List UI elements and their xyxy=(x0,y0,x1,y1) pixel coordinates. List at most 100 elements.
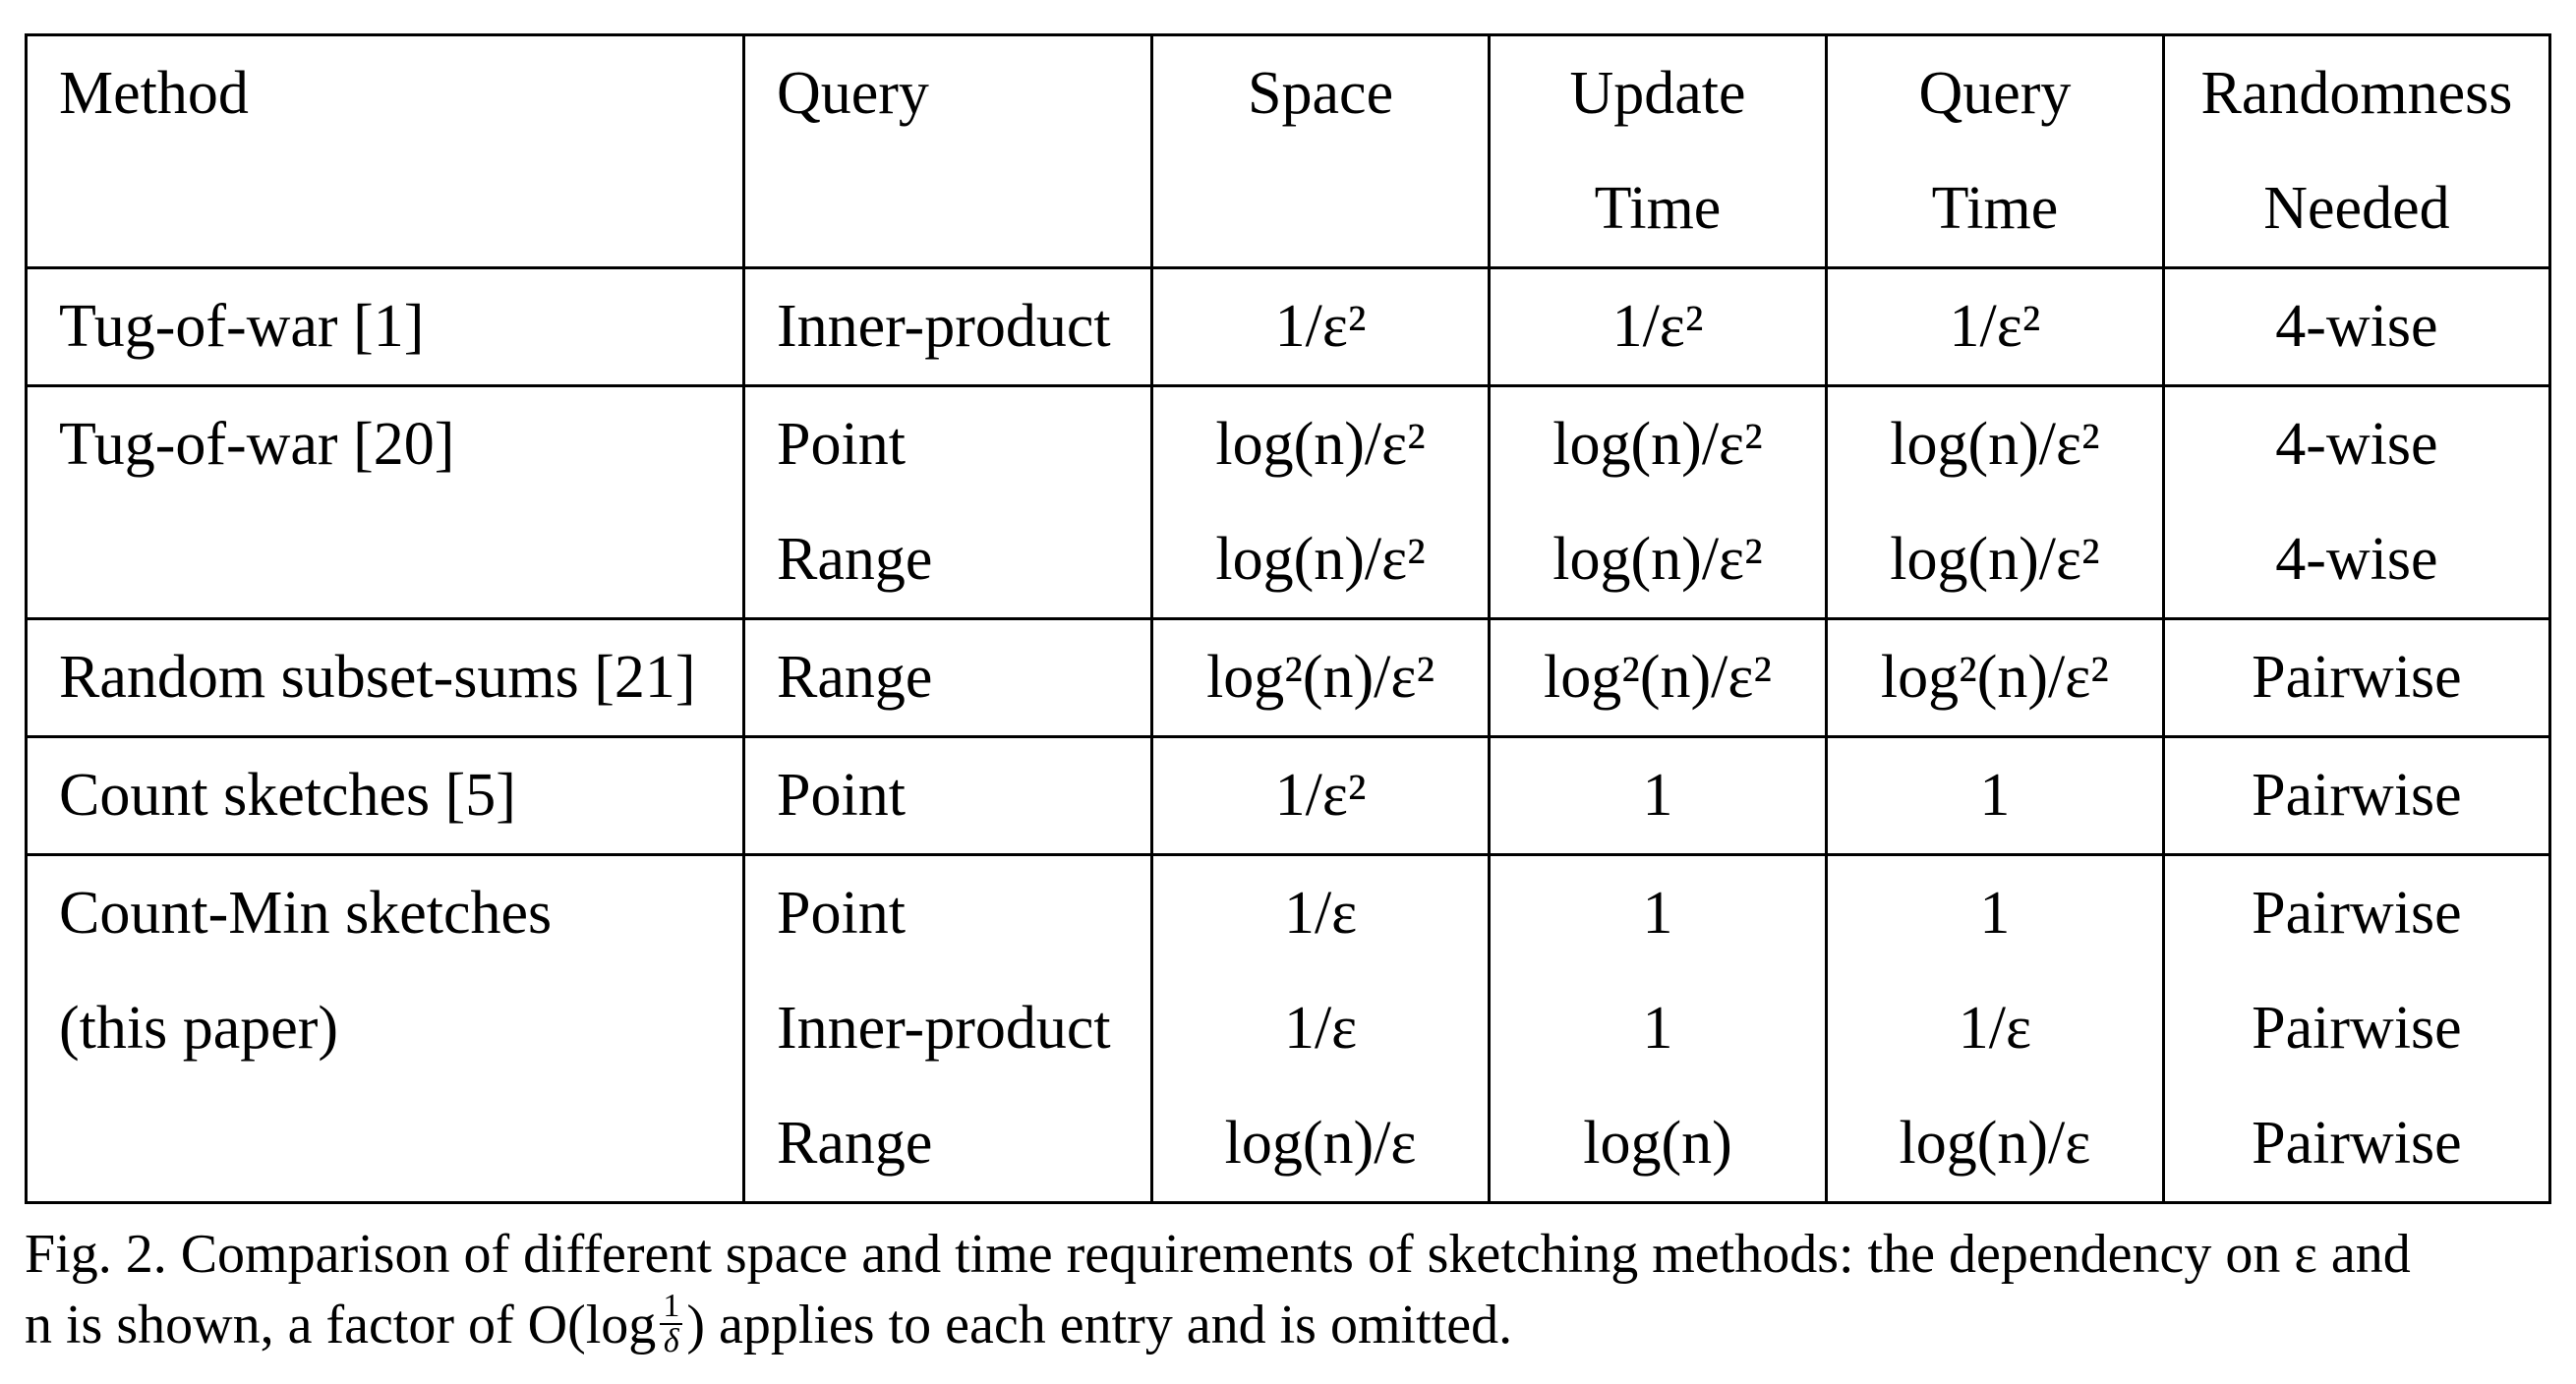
cell-query: Inner-product xyxy=(741,266,1154,387)
cell-space-line: log²(n)/ε² xyxy=(1206,644,1435,711)
header-method-line: Method xyxy=(59,60,249,127)
cell-query-time-line: 1 xyxy=(1979,762,2011,829)
cell-query-time-line: 1/ε xyxy=(1958,995,2032,1062)
cell-space-line: 1/ε² xyxy=(1274,762,1367,829)
cell-update-time-line: log(n)/ε² xyxy=(1552,411,1763,478)
figure-caption: Fig. 2. Comparison of different space an… xyxy=(25,1219,2551,1364)
cell-randomness-line: 4-wise xyxy=(2275,293,2438,360)
header-update-time-line: Update xyxy=(1569,60,1746,127)
cell-query: Range xyxy=(741,617,1154,738)
cell-query-time-line: log(n)/ε² xyxy=(1890,411,2100,478)
cell-method: Count sketches [5] xyxy=(25,735,745,856)
cell-randomness: Pairwise Pairwise Pairwise xyxy=(2161,853,2552,1204)
header-query-time: Query Time xyxy=(1824,33,2165,269)
cell-query-time: log²(n)/ε² xyxy=(1824,617,2165,738)
cell-query-line: Range xyxy=(776,526,933,593)
cell-update-time: log²(n)/ε² xyxy=(1488,617,1828,738)
cell-space-line: 1/ε² xyxy=(1274,293,1367,360)
cell-randomness-line: Pairwise xyxy=(2252,1110,2462,1177)
cell-space-line: log(n)/ε² xyxy=(1215,526,1426,593)
cell-randomness: 4-wise xyxy=(2161,266,2552,387)
cell-method-line: Tug-of-war [1] xyxy=(59,293,425,360)
cell-space-line: log(n)/ε xyxy=(1224,1110,1417,1177)
cell-space: log²(n)/ε² xyxy=(1150,617,1492,738)
cell-space: 1/ε 1/ε log(n)/ε xyxy=(1150,853,1492,1204)
table-row: Count-Min sketches (this paper) Point Inner… xyxy=(25,853,2552,1204)
cell-method-line: Count-Min sketches xyxy=(59,880,553,947)
cell-method-line: Count sketches [5] xyxy=(59,762,516,829)
cell-space-line: 1/ε xyxy=(1283,995,1358,1062)
header-randomness-line: Randomness xyxy=(2200,60,2513,127)
cell-query-time: 1 1/ε log(n)/ε xyxy=(1824,853,2165,1204)
fraction-numerator: 1 xyxy=(660,1290,683,1326)
header-row: Method Query Space Update Time Query Time Rando… xyxy=(25,33,2552,269)
cell-query-time: 1/ε² xyxy=(1824,266,2165,387)
cell-randomness: 4-wise 4-wise xyxy=(2161,384,2552,620)
cell-space: 1/ε² xyxy=(1150,735,1492,856)
cell-update-time: 1 xyxy=(1488,735,1828,856)
cell-space-line: log(n)/ε² xyxy=(1215,411,1426,478)
cell-query: Point Inner-product Range xyxy=(741,853,1154,1204)
caption-line-1: Fig. 2. Comparison of different space an… xyxy=(25,1224,2411,1285)
cell-query-time-line: log²(n)/ε² xyxy=(1880,644,2109,711)
cell-randomness-line: 4-wise xyxy=(2275,411,2438,478)
caption-line-2-suffix: ) applies to each entry and is omitted. xyxy=(686,1295,1513,1355)
cell-randomness-line: Pairwise xyxy=(2252,880,2462,947)
comparison-table: Method Query Space Update Time Query Time Rando… xyxy=(25,33,2552,1204)
header-query-line: Query xyxy=(776,60,929,127)
header-update-time-line: Time xyxy=(1594,175,1722,242)
cell-query-time: 1 xyxy=(1824,735,2165,856)
cell-query-time: log(n)/ε² log(n)/ε² xyxy=(1824,384,2165,620)
cell-update-time: 1/ε² xyxy=(1488,266,1828,387)
cell-randomness: Pairwise xyxy=(2161,617,2552,738)
cell-query-line: Range xyxy=(776,1110,933,1177)
cell-randomness-line: 4-wise xyxy=(2275,526,2438,593)
cell-space: log(n)/ε² log(n)/ε² xyxy=(1150,384,1492,620)
cell-query-line: Inner-product xyxy=(776,293,1111,360)
cell-update-time-line: 1 xyxy=(1642,995,1673,1062)
table-row: Count sketches [5] Point 1/ε² 1 1 Pairwise xyxy=(25,735,2552,856)
header-randomness-line: Needed xyxy=(2263,175,2450,242)
cell-update-time-line: 1/ε² xyxy=(1611,293,1704,360)
cell-update-time: 1 1 log(n) xyxy=(1488,853,1828,1204)
header-query-time-line: Time xyxy=(1931,175,2059,242)
cell-update-time: log(n)/ε² log(n)/ε² xyxy=(1488,384,1828,620)
caption-line-2: n is shown, a factor of O(log 1 δ) applies… xyxy=(25,1290,2551,1364)
cell-query-line: Inner-product xyxy=(776,995,1111,1062)
cell-update-time-line: 1 xyxy=(1642,880,1673,947)
table-row: Tug-of-war [1] Inner-product 1/ε² 1/ε² 1/ε² 4… xyxy=(25,266,2552,387)
table-row: Random subset-sums [21] Range log²(n)/ε² lo… xyxy=(25,617,2552,738)
cell-method-line: Random subset-sums [21] xyxy=(59,644,696,711)
cell-randomness-line: Pairwise xyxy=(2252,762,2462,829)
caption-line-2-prefix: n is shown, a factor of O(log xyxy=(25,1295,657,1355)
cell-update-time-line: log²(n)/ε² xyxy=(1544,644,1772,711)
cell-randomness-line: Pairwise xyxy=(2252,995,2462,1062)
cell-update-time-line: log(n) xyxy=(1583,1110,1732,1177)
cell-query-time-line: log(n)/ε² xyxy=(1890,526,2100,593)
cell-randomness: Pairwise xyxy=(2161,735,2552,856)
cell-space: 1/ε² xyxy=(1150,266,1492,387)
cell-method: Tug-of-war [20] xyxy=(25,384,745,620)
header-space-line: Space xyxy=(1248,60,1394,127)
cell-query-time-line: 1/ε² xyxy=(1949,293,2041,360)
fraction-denominator: δ xyxy=(663,1323,679,1360)
cell-query-line: Point xyxy=(776,880,906,947)
cell-method: Tug-of-war [1] xyxy=(25,266,745,387)
cell-update-time-line: 1 xyxy=(1642,762,1673,829)
cell-space-line: 1/ε xyxy=(1283,880,1358,947)
cell-randomness-line: Pairwise xyxy=(2252,644,2462,711)
header-randomness: Randomness Needed xyxy=(2161,33,2552,269)
cell-update-time-line: log(n)/ε² xyxy=(1552,526,1763,593)
cell-query-time-line: 1 xyxy=(1979,880,2011,947)
header-space: Space xyxy=(1150,33,1492,269)
table-row: Tug-of-war [20] Point Range log(n)/ε² log(n)… xyxy=(25,384,2552,620)
cell-query-line: Point xyxy=(776,762,906,829)
header-update-time: Update Time xyxy=(1488,33,1828,269)
cell-query: Point Range xyxy=(741,384,1154,620)
cell-method-line: Tug-of-war [20] xyxy=(59,411,455,478)
cell-method: Count-Min sketches (this paper) xyxy=(25,853,745,1204)
header-method: Method xyxy=(25,33,745,269)
cell-method: Random subset-sums [21] xyxy=(25,617,745,738)
cell-query-line: Point xyxy=(776,411,906,478)
